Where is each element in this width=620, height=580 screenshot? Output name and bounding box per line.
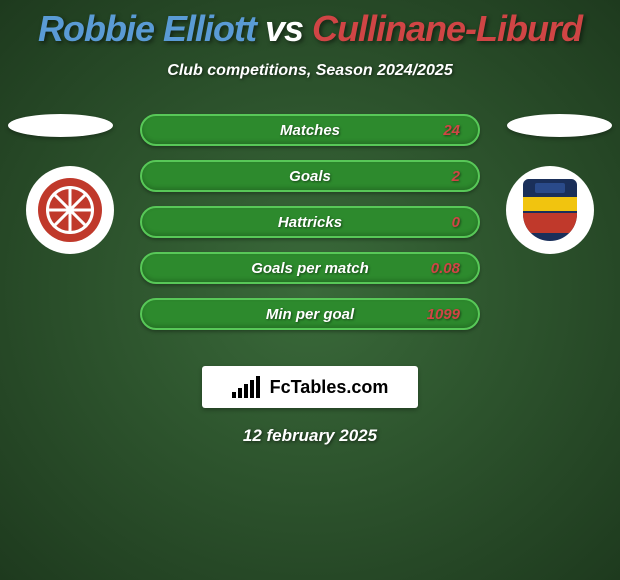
stat-row-min-per-goal: Min per goal 1099 (140, 298, 480, 330)
brand-logo[interactable]: FcTables.com (202, 366, 418, 408)
stat-row-matches: Matches 24 (140, 114, 480, 146)
club-badge-right (506, 166, 594, 254)
club-badge-left (26, 166, 114, 254)
stat-row-goals-per-match: Goals per match 0.08 (140, 252, 480, 284)
stat-label: Hattricks (278, 214, 342, 231)
subtitle: Club competitions, Season 2024/2025 (0, 62, 620, 80)
stat-label: Min per goal (266, 306, 354, 323)
stat-label: Matches (280, 122, 340, 139)
stat-value-b: 0.08 (431, 260, 460, 277)
page-title: Robbie Elliott vs Cullinane-Liburd (0, 0, 620, 50)
date-label: 12 february 2025 (0, 426, 620, 446)
stat-value-b: 0 (452, 214, 460, 231)
player-a-name: Robbie Elliott (38, 8, 256, 49)
spotlight-right (507, 114, 612, 137)
stat-value-b: 1099 (427, 306, 460, 323)
stat-value-b: 2 (452, 168, 460, 185)
tamworth-badge-icon (523, 179, 577, 241)
chart-icon (232, 376, 264, 398)
stat-row-hattricks: Hattricks 0 (140, 206, 480, 238)
stats-list: Matches 24 Goals 2 Hattricks 0 Goals per… (140, 114, 480, 344)
stat-value-b: 24 (443, 122, 460, 139)
player-b-name: Cullinane-Liburd (312, 8, 582, 49)
brand-text: FcTables.com (270, 377, 389, 398)
vs-label: vs (265, 8, 303, 49)
stat-row-goals: Goals 2 (140, 160, 480, 192)
hartlepool-badge-icon (38, 178, 102, 242)
stat-label: Goals per match (251, 260, 369, 277)
comparison-content: Matches 24 Goals 2 Hattricks 0 Goals per… (0, 108, 620, 348)
spotlight-left (8, 114, 113, 137)
stat-label: Goals (289, 168, 331, 185)
